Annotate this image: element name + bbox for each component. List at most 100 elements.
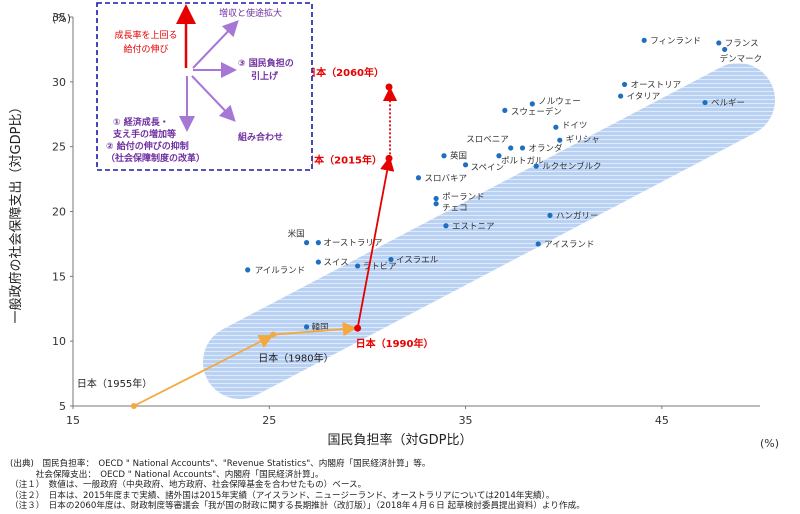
country-label: スペイン <box>471 163 504 173</box>
arrow-icon <box>192 20 239 69</box>
x-unit: (%) <box>760 437 779 450</box>
country-point <box>462 162 469 168</box>
country-point <box>496 153 502 159</box>
country-label: オーストリア <box>631 80 682 90</box>
x-ticks: 15 25 35 45 <box>66 406 669 427</box>
country-point <box>443 223 449 229</box>
japan-point <box>130 403 137 409</box>
note-3: （注３） 日本の2060年度は、財政制度等審議会「我が国の財政に関する長期推計（… <box>10 501 585 512</box>
country-label: イタリア <box>627 92 661 102</box>
legend-growth-2: 給付の伸び <box>123 43 168 55</box>
country-label: フィンランド <box>650 36 701 46</box>
country-label: 英国 <box>450 151 467 162</box>
japan-path-1980-1990 <box>273 321 358 337</box>
japan-label: 日本（1980年） <box>258 352 333 365</box>
legend-combo: 組み合わせ <box>238 131 283 143</box>
country-point <box>433 201 439 207</box>
country-label: ギリシャ <box>566 135 600 145</box>
note-source-1: (出典) 国民負担率： OECD " National Accounts"、"R… <box>10 459 431 469</box>
trend-band <box>203 63 775 399</box>
country-label: ノルウェー <box>538 97 581 107</box>
country-label: ドイツ <box>562 121 588 131</box>
country-point <box>618 93 624 99</box>
country-point <box>557 137 563 143</box>
country-label: エストニア <box>452 222 495 232</box>
country-point <box>716 40 722 46</box>
country-point <box>533 163 539 169</box>
legend-box: 成長率を上回る 給付の伸び 増収と使途拡大 ③ 国民負担の 引上げ ① 経済成長… <box>96 2 313 171</box>
arrow-icon <box>191 75 236 122</box>
japan-point <box>354 324 362 332</box>
x-tick-label: 35 <box>459 414 473 427</box>
x-tick-label: 15 <box>66 414 80 427</box>
country-label: アイスランド <box>544 240 594 250</box>
country-label: ルクセンブルク <box>542 161 601 172</box>
country-label: チェコ <box>442 204 468 214</box>
country-label: ポーランド <box>442 193 485 203</box>
x-axis-label: 国民負担率（対GDP比） <box>328 432 473 448</box>
country-label: イスラエル <box>396 255 439 265</box>
japan-trajectory: 日本（1955年） 日本（1980年） 日本（1990年） 日本（2015年） 日本（2… <box>77 66 433 409</box>
country-point <box>547 212 553 218</box>
footnotes: (出典) 国民負担率： OECD " National Accounts"、"R… <box>10 459 795 512</box>
country-label: スウェーデン <box>511 106 562 117</box>
country-label: スロバキア <box>424 174 467 184</box>
legend-burden-2: 引上げ <box>251 70 279 82</box>
country-label: アイルランド <box>255 266 306 276</box>
country-point <box>303 324 310 330</box>
country-point <box>519 145 526 151</box>
japan-label: 日本（2015年） <box>304 153 382 166</box>
country-label: スイス <box>323 258 348 268</box>
country-label: ポルトガル <box>501 156 544 167</box>
country-label: オランダ <box>528 143 563 154</box>
country-point <box>641 37 647 43</box>
country-point <box>388 256 394 263</box>
y-unit: (%) <box>52 12 71 25</box>
country-label: ラトビア <box>363 262 397 272</box>
country-point <box>722 46 728 53</box>
country-label: デンマーク <box>720 53 763 64</box>
note-1: （注１） 数値は、一般政府（中央政府、地方政府、社会保障基金を合わせたもの）ベー… <box>10 480 367 491</box>
legend-burden-1: ③ 国民負担の <box>238 57 294 69</box>
country-point <box>702 99 708 106</box>
legend-growth-1: 成長率を上回る <box>114 29 177 41</box>
japan-label: 日本（2060年） <box>306 66 384 79</box>
legend-reform-3: ② 給付の伸びの抑制 <box>106 140 189 152</box>
japan-path-1955-1980 <box>133 335 274 407</box>
note-source-2: 社会保障支出： OECD " National Accounts"、内閣府「国民… <box>10 469 324 480</box>
country-point <box>415 175 422 181</box>
japan-point <box>385 83 393 91</box>
country-point <box>441 153 447 159</box>
x-tick-label: 25 <box>262 414 276 427</box>
country-label: フランス <box>725 39 759 49</box>
country-point <box>433 195 439 202</box>
country-label: スロベニア <box>466 135 509 145</box>
legend-reform-2: 支え手の増加等 <box>112 128 176 140</box>
country-point <box>315 240 321 246</box>
y-tick-label: 10 <box>52 335 66 348</box>
note-2: （注２） 日本は、2015年度まで実績、諸外国は2015年実績（アイスランド、ニ… <box>10 490 555 501</box>
legend-reform-4: （社会保障制度の改革） <box>106 152 205 164</box>
y-ticks: 5 10 15 20 25 30 35 <box>52 11 73 413</box>
y-tick-label: 35 <box>52 11 66 24</box>
legend-reform-1: ① 経済成長・ <box>113 116 169 128</box>
country-point <box>621 81 628 88</box>
country-label: 韓国 <box>312 322 329 333</box>
country-point <box>355 263 361 269</box>
y-tick-label: 30 <box>52 76 66 89</box>
country-label: オーストラリア <box>323 239 382 249</box>
y-tick-label: 15 <box>52 270 66 283</box>
x-tick-label: 45 <box>655 414 669 427</box>
legend-tax: 増収と使途拡大 <box>219 7 282 19</box>
y-tick-label: 25 <box>52 141 66 154</box>
japan-path-1990-2015 <box>356 156 395 329</box>
japan-label: 日本（1955年） <box>77 377 152 390</box>
country-point <box>303 240 310 246</box>
country-point <box>535 241 541 247</box>
japan-point <box>385 154 393 162</box>
y-axis-label: 一般政府の社会保障支出（対GDP比） <box>8 101 24 324</box>
country-point <box>553 124 559 130</box>
country-point <box>529 101 535 107</box>
